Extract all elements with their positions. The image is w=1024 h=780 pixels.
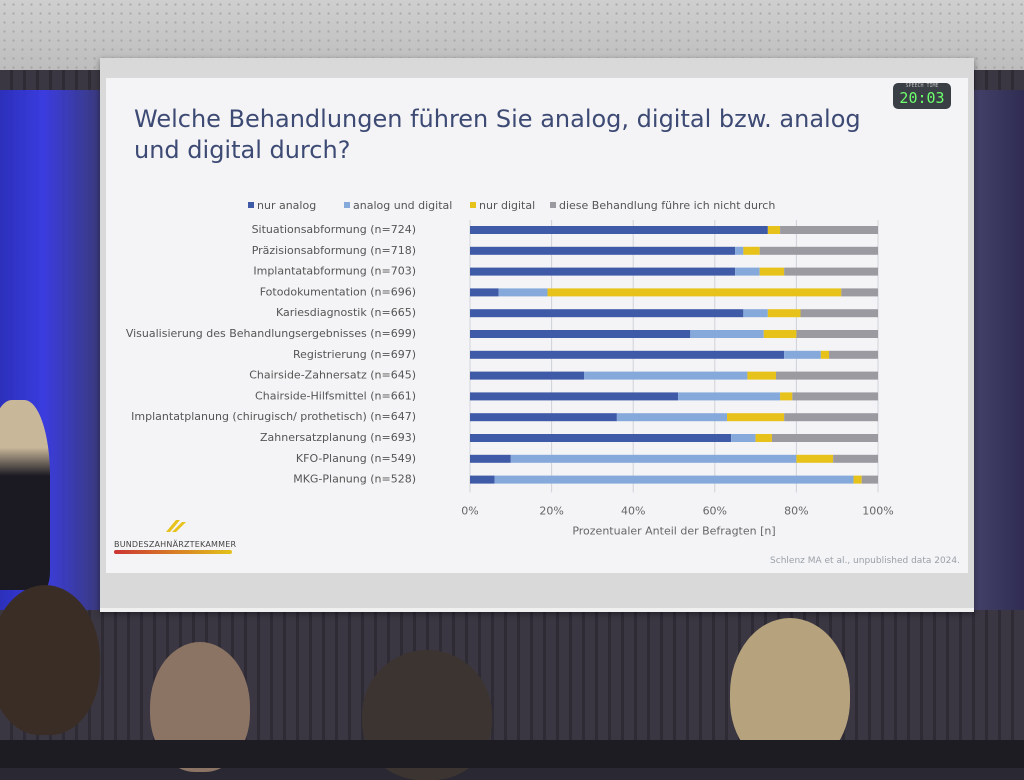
bar-segment <box>767 226 781 234</box>
slide-title-line2: und digital durch? <box>134 136 351 164</box>
category-label: Kariesdiagnostik (n=665) <box>276 306 416 319</box>
bar-segment <box>800 309 878 318</box>
bar-segment <box>796 330 878 338</box>
category-label: Chairside-Zahnersatz (n=645) <box>249 369 416 382</box>
bar-segment <box>763 330 797 338</box>
bar-segment <box>829 350 878 359</box>
bar-segment <box>494 475 854 484</box>
logo-mark-icon <box>166 520 186 532</box>
bar-segment <box>853 475 862 484</box>
bar-segment <box>755 434 772 442</box>
category-label: KFO-Planung (n=549) <box>296 452 416 465</box>
category-label: Visualisierung des Behandlungsergebnisse… <box>126 327 416 340</box>
x-tick-label: 60% <box>703 504 727 517</box>
x-tick-label: 0% <box>461 504 478 517</box>
bar-segment <box>510 454 797 463</box>
bar-segment <box>792 392 878 401</box>
bar-segment <box>470 267 736 276</box>
category-label: Situationsabformung (n=724) <box>252 223 416 236</box>
bar-segment <box>678 392 781 401</box>
bar-segment <box>470 392 679 401</box>
bar-segment <box>759 246 878 255</box>
category-label: Fotodokumentation (n=696) <box>260 285 416 298</box>
audience-row <box>0 740 1024 768</box>
category-label: Implantatabformung (n=703) <box>253 265 416 278</box>
legend-swatch <box>470 202 476 208</box>
slide-title: Welche Behandlungen führen Sie analog, d… <box>134 104 894 166</box>
bar-segment <box>841 288 878 297</box>
bar-segment <box>796 454 834 463</box>
bzaek-logo: BUNDESZAHNÄRZTEKAMMER <box>114 518 244 563</box>
legend-label: diese Behandlung führe ich nicht durch <box>559 199 775 212</box>
bar-segment <box>470 475 495 484</box>
bar-segment <box>747 371 776 380</box>
bar-segment <box>584 371 748 380</box>
bar-segment <box>470 330 691 338</box>
category-label: Präzisionsabformung (n=718) <box>252 244 416 257</box>
x-tick-label: 40% <box>621 504 645 517</box>
presenter-silhouette <box>0 400 50 590</box>
timer-caption: SPEECH TIME <box>905 83 939 89</box>
slide: Welche Behandlungen führen Sie analog, d… <box>106 78 968 573</box>
bar-segment <box>470 350 785 359</box>
bar-segment <box>498 288 548 297</box>
x-axis-label: Prozentualer Anteil der Befragten [n] <box>572 524 775 537</box>
bar-segment <box>784 413 878 422</box>
category-label: Registrierung (n=697) <box>293 348 416 361</box>
legend-label: nur digital <box>479 199 535 212</box>
x-tick-label: 100% <box>862 504 893 517</box>
bar-segment <box>470 413 617 422</box>
speech-timer: SPEECH TIME 20:03 <box>893 83 951 109</box>
x-tick-label: 80% <box>784 504 808 517</box>
citation: Schlenz MA et al., unpublished data 2024… <box>770 556 960 566</box>
bar-segment <box>470 226 768 234</box>
legend-swatch <box>550 202 556 208</box>
bar-segment <box>743 246 760 255</box>
bar-segment <box>743 309 768 318</box>
legend-label: analog und digital <box>353 199 452 212</box>
legend-swatch <box>248 202 254 208</box>
category-label: Chairside-Hilfsmittel (n=661) <box>255 389 416 402</box>
legend-swatch <box>344 202 350 208</box>
bar-segment <box>727 413 785 422</box>
bar-segment <box>470 288 499 297</box>
category-label: Zahnersatzplanung (n=693) <box>260 431 416 444</box>
bar-segment <box>784 350 821 359</box>
timer-value: 20:03 <box>899 89 945 107</box>
legend-label: nur analog <box>257 199 316 212</box>
bar-segment <box>780 392 793 401</box>
bar-segment <box>616 413 728 422</box>
bar-segment <box>771 434 878 442</box>
bar-segment <box>833 454 878 463</box>
stacked-bar-chart: nur analog analog und digital nur digital d… <box>126 199 894 537</box>
bar-segment <box>470 371 585 380</box>
bar-segment <box>820 350 830 359</box>
category-label: Implantatplanung (chirugisch/ prothetisc… <box>131 410 416 423</box>
bar-segment <box>861 475 878 484</box>
x-tick-label: 20% <box>539 504 563 517</box>
audience-head-1 <box>0 585 100 735</box>
bar-segment <box>731 434 756 442</box>
bar-segment <box>784 267 878 276</box>
logo-text: BUNDESZAHNÄRZTEKAMMER <box>114 540 237 549</box>
bar-segment <box>767 309 801 318</box>
slide-title-line1: Welche Behandlungen führen Sie analog, d… <box>134 105 861 133</box>
bar-segment <box>776 371 878 380</box>
bar-segment <box>780 226 878 234</box>
logo-swoosh <box>114 550 232 554</box>
bar-segment <box>470 454 511 463</box>
bar-segment <box>735 246 744 255</box>
bar-segment <box>735 267 760 276</box>
category-label: MKG-Planung (n=528) <box>293 473 416 486</box>
bar-segment <box>470 309 744 318</box>
bar-segment <box>547 288 842 297</box>
bar-segment <box>690 330 764 338</box>
bar-segment <box>470 434 732 442</box>
bar-segment <box>470 246 736 255</box>
bar-segment <box>759 267 785 276</box>
